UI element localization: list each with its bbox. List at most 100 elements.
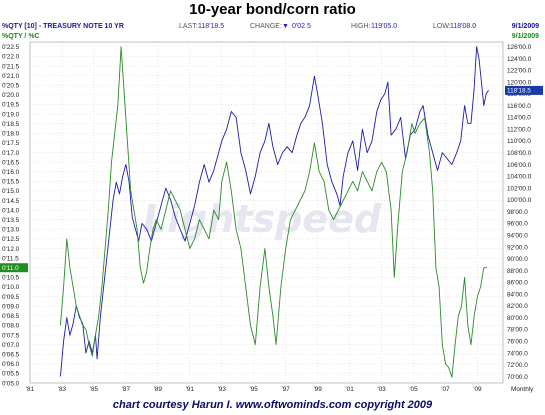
left-tick-label: 0'07.0 xyxy=(2,342,20,349)
x-tick-label: '89 xyxy=(154,386,163,393)
left-tick-label: 0'08.0 xyxy=(2,323,20,330)
bond-series-line xyxy=(59,46,489,377)
symbol-label: %QTY [10] - TREASURY NOTE 10 YR xyxy=(2,23,124,30)
right-tick-label: 84'00.0 xyxy=(507,291,528,298)
right-tick-label: 82'00.0 xyxy=(507,303,528,310)
left-tick-label: 0'13.0 xyxy=(2,227,20,234)
left-marker-box xyxy=(0,263,28,273)
left-tick-label: 0'18.0 xyxy=(2,131,20,138)
ratio-series-line xyxy=(59,46,487,378)
x-tick-label: '81 xyxy=(26,386,35,393)
ratio-header: %QTY / %C 9/1/2009 xyxy=(0,32,545,42)
quote-date: 9/1/2009 xyxy=(511,23,539,30)
right-tick-label: 76'00.0 xyxy=(507,338,528,345)
right-tick-label: 86'00.0 xyxy=(507,280,528,287)
left-tick-label: 0'14.5 xyxy=(2,198,20,205)
right-tick-label: 124'00.0 xyxy=(507,56,532,63)
x-tick-label: '93 xyxy=(218,386,227,393)
right-tick-label: 98'00.0 xyxy=(507,209,528,216)
x-tick-label: '97 xyxy=(282,386,291,393)
right-tick-label: 116'00.0 xyxy=(507,103,531,110)
left-tick-label: 0'22.5 xyxy=(2,44,20,51)
change-down-icon: ▼ xyxy=(282,23,289,30)
change-label: CHANGE: xyxy=(250,23,282,30)
grid xyxy=(29,42,503,384)
x-tick-label: '07 xyxy=(441,386,450,393)
right-tick-label: 70'00.0 xyxy=(507,374,528,381)
left-tick-label: 0'15.5 xyxy=(2,179,20,186)
left-tick-label: 0'09.0 xyxy=(2,303,20,310)
left-tick-label: 0'12.5 xyxy=(2,236,20,243)
left-tick-label: 0'05.0 xyxy=(2,380,20,387)
x-tick-label: '83 xyxy=(58,386,67,393)
x-tick-label: '87 xyxy=(122,386,131,393)
right-tick-label: 120'00.0 xyxy=(507,79,532,86)
left-tick-label: 0'10.0 xyxy=(2,284,20,291)
high-label: HIGH: xyxy=(351,23,371,30)
left-tick-label: 0'20.0 xyxy=(2,92,20,99)
left-tick-label: 0'19.5 xyxy=(2,102,20,109)
x-tick-label: '05 xyxy=(409,386,418,393)
right-tick-label: 100'00.0 xyxy=(507,197,532,204)
right-tick-label: 90'00.0 xyxy=(507,256,528,263)
last-value: 118'18.5 xyxy=(198,23,225,30)
right-tick-label: 92'00.0 xyxy=(507,244,528,251)
right-tick-label: 106'00.0 xyxy=(507,162,532,169)
low-label: LOW: xyxy=(433,23,451,30)
left-tick-label: 0'13.5 xyxy=(2,217,20,224)
left-tick-label: 0'16.0 xyxy=(2,169,20,176)
right-tick-label: 74'00.0 xyxy=(507,350,528,357)
left-tick-label: 0'18.5 xyxy=(2,121,20,128)
left-tick-label: 0'21.5 xyxy=(2,63,20,70)
left-marker-label: 0'11.0 xyxy=(2,265,19,272)
ratio-date: 9/1/2009 xyxy=(511,33,539,40)
left-tick-label: 0'06.5 xyxy=(2,351,20,358)
right-axis: 126'00.0124'00.0122'00.0120'00.0118'00.0… xyxy=(505,44,543,381)
right-tick-label: 88'00.0 xyxy=(507,268,528,275)
left-tick-label: 0'19.0 xyxy=(2,111,20,118)
left-tick-label: 0'16.5 xyxy=(2,159,20,166)
right-tick-label: 72'00.0 xyxy=(507,362,528,369)
x-tick-label: '01 xyxy=(345,386,354,393)
chart-title: 10-year bond/corn ratio xyxy=(189,1,356,18)
change-value: 0'02.5 xyxy=(292,23,311,30)
last-label: LAST: xyxy=(179,23,198,30)
right-tick-label: 108'00.0 xyxy=(507,150,532,157)
left-tick-label: 0'12.0 xyxy=(2,246,20,253)
left-tick-label: 0'09.5 xyxy=(2,294,20,301)
watermark: Lightspeed xyxy=(143,197,382,241)
plot-frame xyxy=(29,41,504,384)
right-tick-label: 78'00.0 xyxy=(507,327,528,334)
left-tick-label: 0'11.5 xyxy=(2,255,19,262)
left-tick-label: 0'22.0 xyxy=(2,54,20,61)
x-tick-label: '85 xyxy=(90,386,99,393)
right-marker-label: 118'18.5 xyxy=(507,88,531,95)
right-tick-label: 126'00.0 xyxy=(507,44,532,51)
left-tick-label: 0'08.5 xyxy=(2,313,20,320)
x-tick-label: '91 xyxy=(186,386,195,393)
right-tick-label: 96'00.0 xyxy=(507,221,528,228)
left-tick-label: 0'10.5 xyxy=(2,275,20,282)
quote-header: %QTY [10] - TREASURY NOTE 10 YR LAST: 11… xyxy=(0,21,545,32)
left-tick-label: 0'14.0 xyxy=(2,207,20,214)
series-group xyxy=(59,46,489,378)
right-tick-label: 104'00.0 xyxy=(507,174,532,181)
x-tick-label: '03 xyxy=(377,386,386,393)
x-tick-label: '09 xyxy=(473,386,482,393)
x-tick-label: '99 xyxy=(313,386,322,393)
left-tick-label: 0'15.0 xyxy=(2,188,20,195)
left-tick-label: 0'06.0 xyxy=(2,361,20,368)
credit-line: chart courtesy Harun I. www.oftwominds.c… xyxy=(112,399,433,411)
right-tick-label: 80'00.0 xyxy=(507,315,528,322)
right-tick-label: 102'00.0 xyxy=(507,185,532,192)
right-tick-label: 94'00.0 xyxy=(507,232,528,239)
left-tick-label: 0'21.0 xyxy=(2,73,20,80)
left-tick-label: 0'20.5 xyxy=(2,83,20,90)
left-tick-label: 0'05.5 xyxy=(2,371,20,378)
right-tick-label: 110'00.0 xyxy=(507,138,531,145)
right-marker-box xyxy=(505,85,543,95)
x-axis: '81 '83 '85 '87 '89 '91 '93 '95 '97 '99 '01 '03 '05 '… xyxy=(26,386,534,393)
left-tick-label: 0'07.5 xyxy=(2,332,20,339)
right-tick-label: 122'00.0 xyxy=(507,68,532,75)
